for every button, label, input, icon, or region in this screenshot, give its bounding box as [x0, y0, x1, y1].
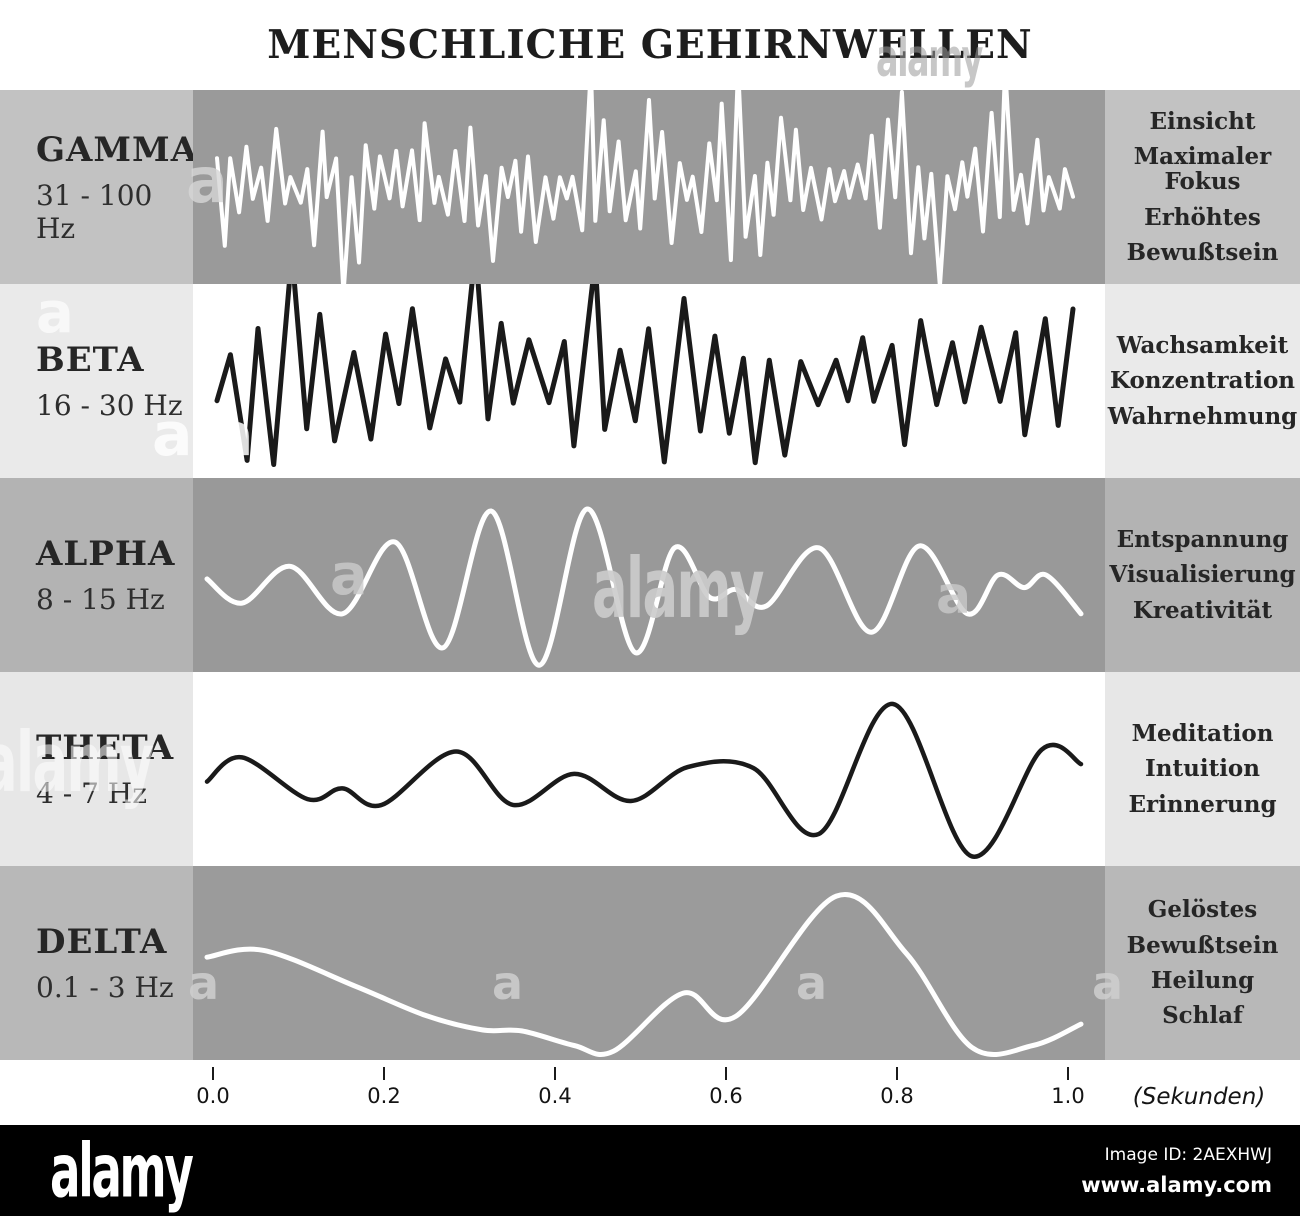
- band-description-line: Schlaf: [1162, 1002, 1243, 1030]
- image-id-label: Image ID: 2AEXHWJ: [1104, 1144, 1272, 1165]
- band-descriptions: Meditation Intuition Erinnerung: [1105, 672, 1300, 866]
- band-alpha: ALPHA 8 - 15 Hz Entspannung Visualisierun…: [0, 478, 1300, 672]
- band-description-line: Wachsamkeit: [1116, 332, 1289, 360]
- band-description-line: Meditation: [1131, 720, 1274, 748]
- axis-tick: [212, 1067, 214, 1080]
- band-frequency-label: 0.1 - 3 Hz: [36, 971, 174, 1004]
- band-waveform: [193, 90, 1105, 284]
- axis-tick-label: 0.8: [880, 1084, 914, 1108]
- band-name-label: THETA: [36, 728, 175, 768]
- axis-tick: [1067, 1067, 1069, 1080]
- axis-tick: [896, 1067, 898, 1080]
- band-description-line: Entspannung: [1116, 526, 1289, 554]
- waveform-svg: [204, 892, 1084, 1058]
- axis-tick-label: 0.4: [538, 1084, 572, 1108]
- band-frequency-label: 8 - 15 Hz: [36, 583, 165, 616]
- axis-tick: [554, 1067, 556, 1080]
- band-frequency-label: 31 - 100 Hz: [36, 178, 153, 245]
- waveform-svg: [204, 701, 1084, 859]
- axis-tick-label: 0.0: [196, 1084, 230, 1108]
- waveform-svg: [204, 506, 1084, 668]
- waveform-svg: [215, 90, 1075, 284]
- band-beta: BETA 16 - 30 Hz Wachsamkeit Konzentration…: [0, 284, 1300, 478]
- band-name-label: ALPHA: [36, 534, 176, 574]
- band-label-panel: BETA 16 - 30 Hz: [0, 284, 193, 478]
- waveform-path: [215, 90, 1075, 284]
- band-waveform: [193, 866, 1105, 1060]
- axis-tick: [725, 1067, 727, 1080]
- alamy-logo: alamy: [50, 1126, 194, 1215]
- band-descriptions: Wachsamkeit Konzentration Wahrnehmung: [1105, 284, 1300, 478]
- band-description-line: Erhöhtes: [1144, 203, 1261, 231]
- band-label-panel: ALPHA 8 - 15 Hz: [0, 478, 193, 672]
- band-label-panel: DELTA 0.1 - 3 Hz: [0, 866, 193, 1060]
- axis-unit-label: (Sekunden): [1132, 1084, 1266, 1110]
- band-description-line: Bewußtsein: [1126, 238, 1279, 266]
- band-waveform: [193, 284, 1105, 478]
- band-description-line: Maximaler Fokus: [1133, 143, 1272, 196]
- band-description-line: Kreativität: [1132, 596, 1273, 624]
- band-descriptions: Entspannung Visualisierung Kreativität: [1105, 478, 1300, 672]
- band-descriptions: Gelöstes Bewußtsein Heilung Schlaf: [1105, 866, 1300, 1060]
- band-description-line: Einsicht: [1149, 107, 1256, 135]
- alamy-footer-bar: alamy Image ID: 2AEXHWJ www.alamy.com: [0, 1125, 1300, 1216]
- band-frequency-label: 4 - 7 Hz: [36, 777, 147, 810]
- band-name-label: GAMMA: [36, 129, 199, 170]
- waveform-path: [214, 284, 1076, 467]
- band-description-line: Visualisierung: [1109, 561, 1296, 589]
- band-delta: DELTA 0.1 - 3 Hz Gelöstes Bewußtsein Heilu…: [0, 866, 1300, 1060]
- band-description-line: Intuition: [1145, 755, 1260, 783]
- axis-tick-label: 0.2: [367, 1084, 401, 1108]
- band-description-line: Erinnerung: [1128, 790, 1277, 818]
- waveform-svg: [214, 284, 1076, 467]
- band-description-line: Heilung: [1150, 967, 1255, 994]
- band-name-label: BETA: [36, 340, 145, 380]
- band-label-panel: GAMMA 31 - 100 Hz: [0, 90, 199, 284]
- band-label-panel: THETA 4 - 7 Hz: [0, 672, 193, 866]
- band-descriptions: Einsicht Maximaler Fokus Erhöhtes Bewußtsei…: [1105, 90, 1300, 284]
- band-name-label: DELTA: [36, 922, 168, 962]
- axis-tick: [383, 1067, 385, 1080]
- band-theta: THETA 4 - 7 Hz Meditation Intuition Erinne…: [0, 672, 1300, 866]
- band-description-line: Konzentration: [1109, 367, 1296, 395]
- alamy-url: www.alamy.com: [1081, 1172, 1272, 1197]
- band-frequency-label: 16 - 30 Hz: [36, 389, 183, 422]
- page-title: MENSCHLICHE GEHIRNWELLEN: [267, 22, 1033, 68]
- band-waveform: [193, 672, 1105, 866]
- footer-credits: Image ID: 2AEXHWJ www.alamy.com: [1081, 1145, 1272, 1197]
- axis-tick-label: 1.0: [1051, 1084, 1085, 1108]
- time-axis: (Sekunden) 0.0 0.2 0.4 0.6 0.8 1.0: [0, 1060, 1300, 1125]
- band-description-line: Wahrnehmung: [1107, 402, 1298, 430]
- band-gamma: GAMMA 31 - 100 Hz Einsicht Maximaler Foku…: [0, 90, 1300, 284]
- waveform-path: [204, 506, 1084, 668]
- title-band: MENSCHLICHE GEHIRNWELLEN: [0, 0, 1300, 90]
- waveform-path: [204, 892, 1084, 1058]
- band-description-line: Gelöstes: [1147, 896, 1258, 924]
- band-description-line: Bewußtsein: [1126, 931, 1279, 959]
- band-waveform: [193, 478, 1105, 672]
- axis-tick-label: 0.6: [709, 1084, 743, 1108]
- waveform-path: [204, 701, 1084, 859]
